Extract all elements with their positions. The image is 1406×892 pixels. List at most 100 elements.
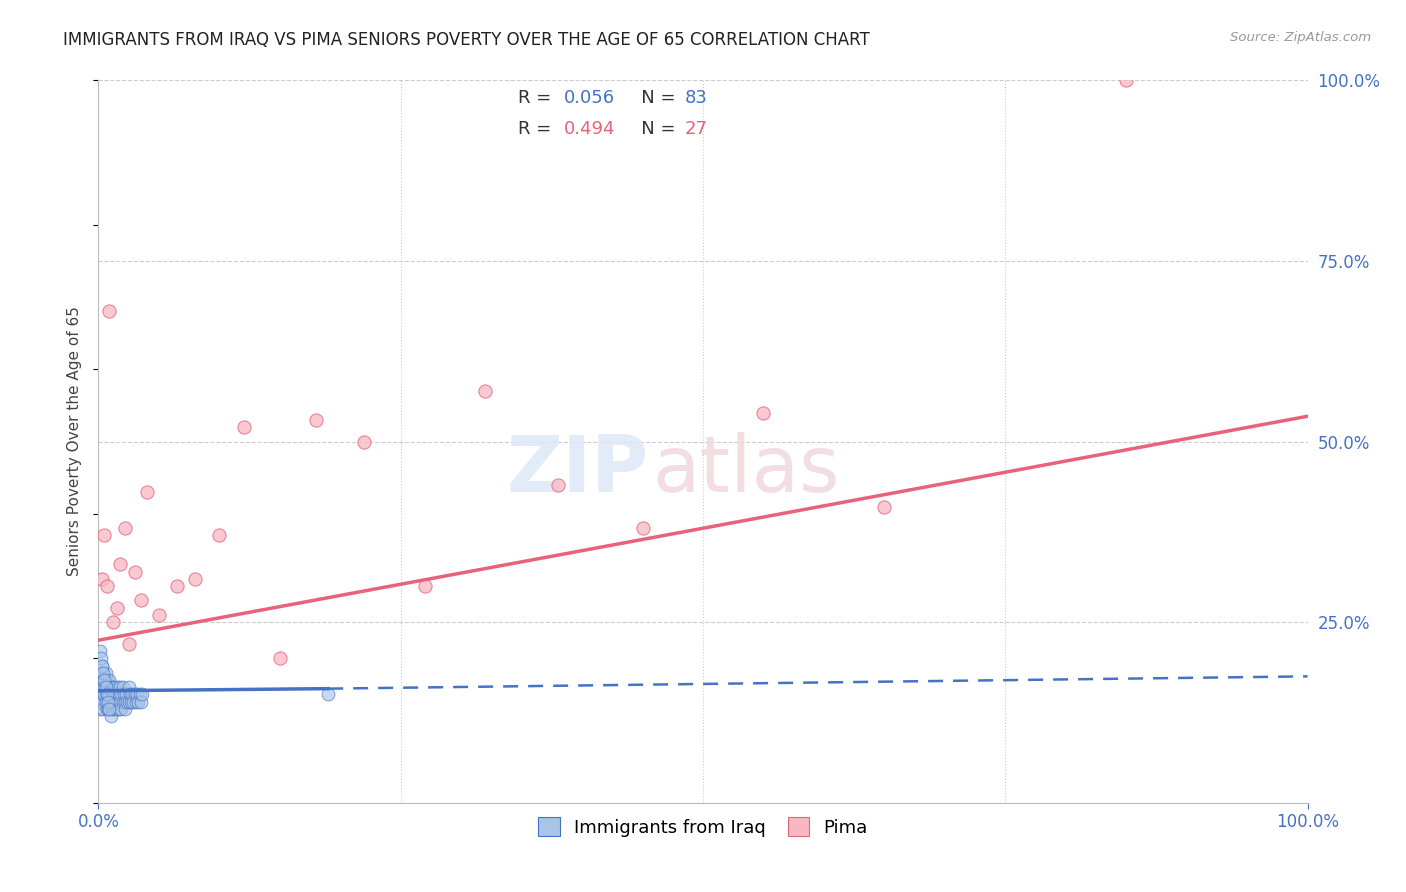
Text: IMMIGRANTS FROM IRAQ VS PIMA SENIORS POVERTY OVER THE AGE OF 65 CORRELATION CHAR: IMMIGRANTS FROM IRAQ VS PIMA SENIORS POV…	[63, 31, 870, 49]
Point	[108, 687, 131, 701]
Point	[104, 695, 127, 709]
Point	[110, 687, 132, 701]
Point	[112, 687, 135, 701]
Point	[89, 695, 111, 709]
Point	[121, 687, 143, 701]
Point	[91, 695, 114, 709]
Point	[98, 687, 121, 701]
Point	[131, 687, 153, 701]
Text: R =: R =	[517, 89, 557, 107]
Point	[91, 658, 114, 673]
Point	[148, 607, 170, 622]
Point	[97, 695, 120, 709]
Point	[118, 695, 141, 709]
Point	[98, 702, 121, 716]
Text: N =: N =	[624, 120, 682, 137]
Point	[101, 615, 124, 630]
Point	[90, 695, 112, 709]
Point	[100, 687, 122, 701]
Point	[873, 500, 896, 514]
Point	[97, 680, 120, 694]
Text: 0.494: 0.494	[564, 120, 616, 137]
Point	[90, 665, 112, 680]
Text: 83: 83	[685, 89, 707, 107]
Point	[305, 413, 328, 427]
Point	[108, 680, 131, 694]
Point	[474, 384, 496, 398]
Text: ZIP: ZIP	[506, 433, 648, 508]
Point	[94, 680, 117, 694]
Point	[91, 680, 114, 694]
Point	[184, 572, 207, 586]
Point	[98, 304, 121, 318]
Point	[114, 695, 136, 709]
Point	[413, 579, 436, 593]
Point	[129, 695, 152, 709]
Point	[316, 687, 339, 701]
Point	[100, 695, 122, 709]
Point	[93, 680, 115, 694]
Point	[122, 695, 145, 709]
Point	[91, 680, 114, 694]
Text: Source: ZipAtlas.com: Source: ZipAtlas.com	[1230, 31, 1371, 45]
Point	[98, 673, 121, 687]
Point	[232, 420, 254, 434]
Point	[752, 406, 775, 420]
Point	[118, 637, 141, 651]
Point	[94, 695, 117, 709]
Point	[96, 673, 118, 687]
Point	[114, 521, 136, 535]
Point	[93, 673, 115, 687]
Point	[94, 665, 117, 680]
Point	[101, 680, 124, 694]
Point	[166, 579, 188, 593]
Point	[103, 702, 125, 716]
Legend: Immigrants from Iraq, Pima: Immigrants from Iraq, Pima	[529, 808, 877, 846]
Point	[105, 702, 128, 716]
Point	[101, 695, 124, 709]
Point	[1115, 73, 1137, 87]
Point	[631, 521, 654, 535]
Point	[118, 687, 141, 701]
Text: N =: N =	[624, 89, 682, 107]
Point	[118, 680, 141, 694]
Point	[115, 687, 138, 701]
Point	[96, 687, 118, 701]
Point	[93, 673, 115, 687]
Point	[124, 687, 146, 701]
Point	[93, 687, 115, 701]
Point	[129, 593, 152, 607]
Point	[105, 600, 128, 615]
Point	[108, 702, 131, 716]
Point	[107, 680, 129, 694]
Point	[107, 695, 129, 709]
Point	[91, 665, 114, 680]
Point	[91, 702, 114, 716]
Point	[124, 565, 146, 579]
Point	[90, 651, 112, 665]
Point	[91, 687, 114, 701]
Point	[547, 478, 569, 492]
Point	[97, 702, 120, 716]
Point	[108, 558, 131, 572]
Point	[269, 651, 291, 665]
Point	[96, 702, 118, 716]
Point	[353, 434, 375, 449]
Text: 27: 27	[685, 120, 707, 137]
Point	[110, 702, 132, 716]
Point	[96, 687, 118, 701]
Text: 0.056: 0.056	[564, 89, 614, 107]
Point	[100, 702, 122, 716]
Point	[103, 687, 125, 701]
Point	[89, 687, 111, 701]
Point	[125, 695, 148, 709]
Point	[100, 709, 122, 723]
Text: R =: R =	[517, 120, 557, 137]
Point	[90, 673, 112, 687]
Point	[91, 572, 114, 586]
Point	[90, 680, 112, 694]
Point	[94, 680, 117, 694]
Point	[135, 485, 157, 500]
Point	[111, 680, 134, 694]
Point	[96, 579, 118, 593]
